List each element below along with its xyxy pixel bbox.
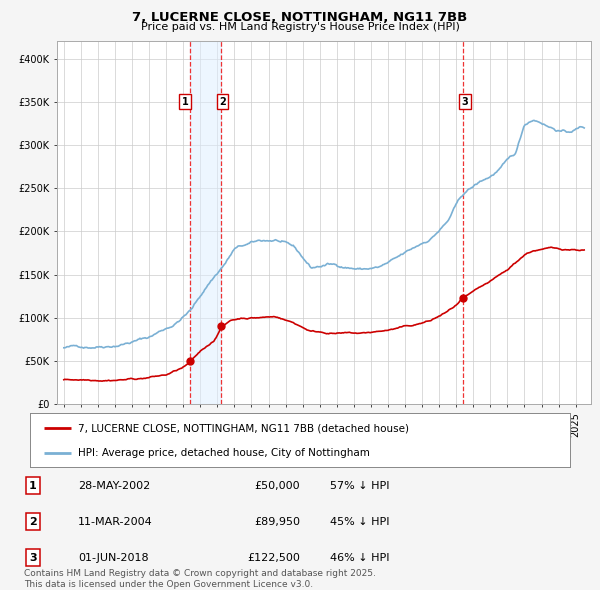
Text: 2: 2 (29, 517, 37, 526)
Text: 2: 2 (219, 97, 226, 107)
Text: 7, LUCERNE CLOSE, NOTTINGHAM, NG11 7BB: 7, LUCERNE CLOSE, NOTTINGHAM, NG11 7BB (133, 11, 467, 24)
Text: Price paid vs. HM Land Registry's House Price Index (HPI): Price paid vs. HM Land Registry's House … (140, 22, 460, 32)
Text: 1: 1 (182, 97, 188, 107)
Text: 1: 1 (29, 481, 37, 490)
Text: £50,000: £50,000 (254, 481, 300, 490)
Text: 3: 3 (29, 553, 37, 562)
Text: 7, LUCERNE CLOSE, NOTTINGHAM, NG11 7BB (detached house): 7, LUCERNE CLOSE, NOTTINGHAM, NG11 7BB (… (77, 423, 409, 433)
Text: 46% ↓ HPI: 46% ↓ HPI (330, 553, 389, 562)
Text: 3: 3 (462, 97, 469, 107)
Text: £89,950: £89,950 (254, 517, 300, 526)
Text: 45% ↓ HPI: 45% ↓ HPI (330, 517, 389, 526)
Bar (190, 41, 221, 404)
Text: HPI: Average price, detached house, City of Nottingham: HPI: Average price, detached house, City… (77, 448, 370, 458)
Text: 01-JUN-2018: 01-JUN-2018 (78, 553, 149, 562)
Text: 11-MAR-2004: 11-MAR-2004 (78, 517, 153, 526)
Text: Contains HM Land Registry data © Crown copyright and database right 2025.
This d: Contains HM Land Registry data © Crown c… (24, 569, 376, 589)
Text: £122,500: £122,500 (247, 553, 300, 562)
Text: 57% ↓ HPI: 57% ↓ HPI (330, 481, 389, 490)
Text: 28-MAY-2002: 28-MAY-2002 (78, 481, 150, 490)
